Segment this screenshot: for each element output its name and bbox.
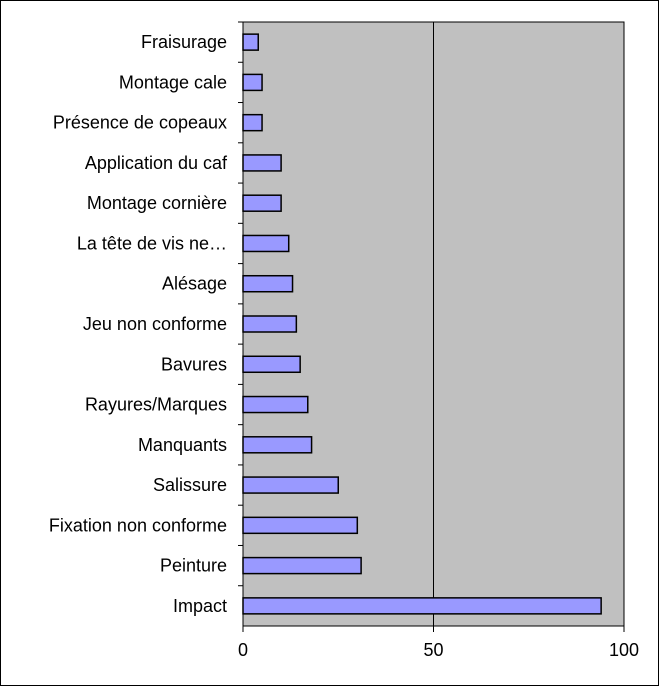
- bar-9: [242, 395, 309, 414]
- bar-14: [242, 597, 602, 615]
- category-label: Bavures: [161, 354, 227, 374]
- category-labels: Fraisurage Montage cale Présence de copeau…: [49, 32, 228, 616]
- bar-6: [242, 274, 294, 293]
- x-tick-label: 0: [238, 640, 248, 660]
- category-label: Application du caf: [85, 153, 228, 173]
- x-axis: 0 50 100: [238, 21, 639, 660]
- category-label: Salissure: [153, 475, 227, 495]
- x-tick-label: 100: [609, 640, 639, 660]
- category-label: Montage cornière: [87, 193, 227, 213]
- bar-10: [242, 436, 313, 454]
- category-label: Présence de copeaux: [53, 113, 227, 133]
- bar-8: [242, 355, 301, 374]
- bar-12: [242, 516, 359, 535]
- bars: [242, 33, 602, 615]
- bar-13: [242, 556, 362, 575]
- x-tick-label: 50: [423, 640, 443, 660]
- category-label: La tête de vis ne…: [77, 233, 227, 253]
- bar-3: [242, 154, 282, 172]
- category-label: Alésage: [162, 274, 227, 294]
- category-label: Jeu non conforme: [83, 314, 227, 334]
- bar-1: [242, 73, 263, 92]
- category-label: Rayures/Marques: [85, 395, 227, 415]
- bar-0: [242, 33, 259, 51]
- bar-2: [242, 113, 263, 132]
- bar-4: [242, 194, 282, 212]
- category-label: Montage cale: [119, 72, 227, 92]
- category-label: Fixation non conforme: [49, 515, 227, 535]
- category-label: Peinture: [160, 556, 227, 576]
- bar-7: [242, 315, 298, 333]
- category-label: Fraisurage: [141, 32, 227, 52]
- category-label: Impact: [173, 596, 227, 616]
- category-label: Manquants: [138, 435, 227, 455]
- bar-5: [242, 234, 290, 253]
- bar-11: [242, 476, 339, 494]
